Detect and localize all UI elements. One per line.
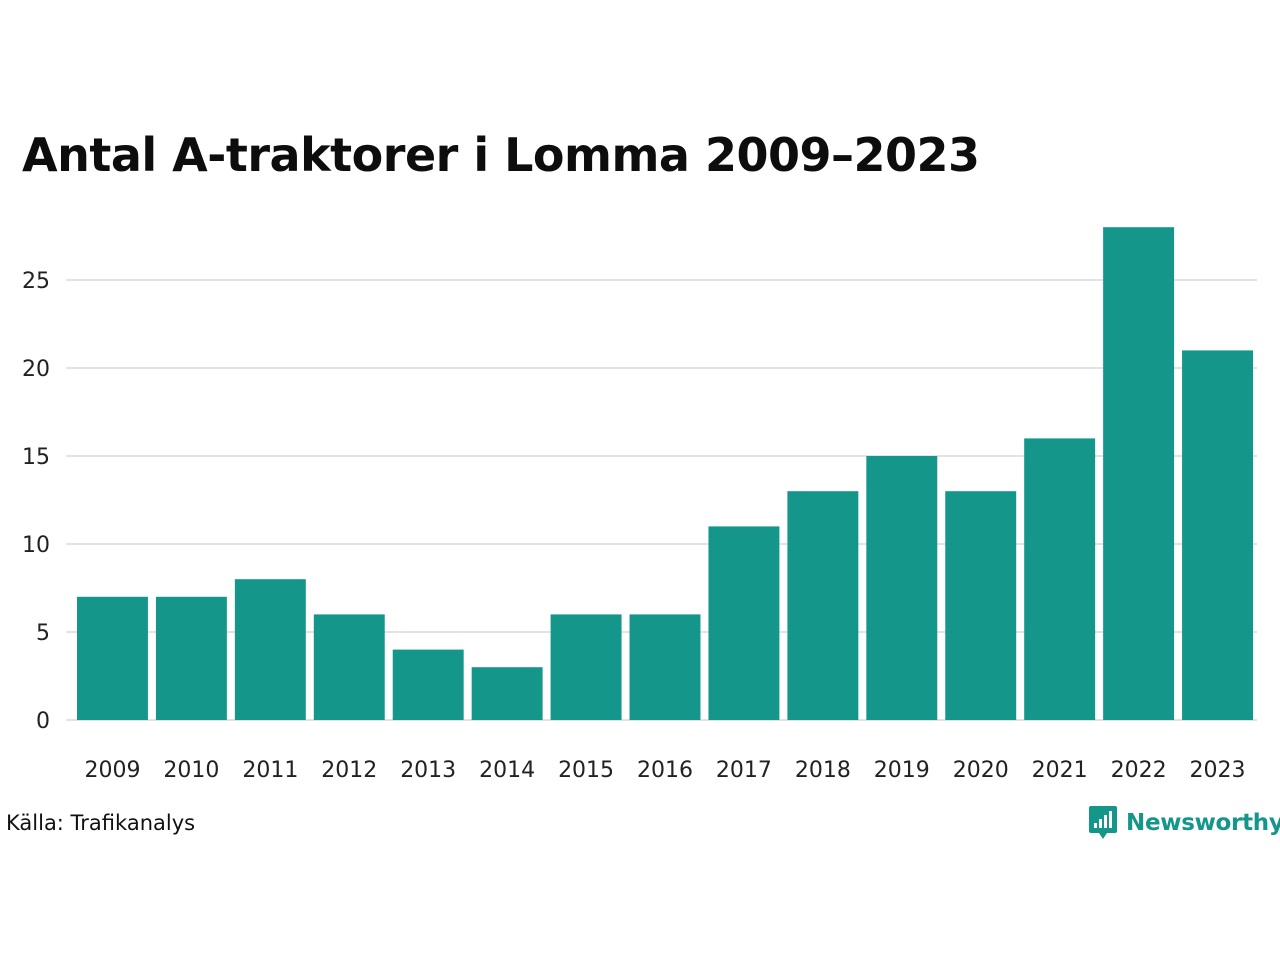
bar-2009 [77, 596, 148, 720]
y-axis: 0 5 10 15 20 25 [22, 269, 50, 734]
x-tick-label: 2018 [795, 758, 851, 783]
x-tick-label: 2010 [163, 758, 219, 783]
bar-2011 [234, 579, 306, 720]
bar-2023 [1182, 350, 1253, 720]
x-tick-label: 2019 [874, 758, 930, 783]
newsworthy-logo: Newsworthy [1088, 805, 1280, 841]
bar-2020 [945, 491, 1017, 720]
bar-2017 [708, 526, 780, 720]
bar-2012 [313, 614, 385, 720]
y-tick-label: 25 [22, 269, 50, 294]
x-tick-label: 2023 [1190, 758, 1246, 783]
x-tick-label: 2009 [84, 758, 140, 783]
bar-2021 [1024, 438, 1096, 720]
bar-2010 [155, 596, 227, 720]
x-tick-label: 2021 [1032, 758, 1088, 783]
newsworthy-logo-icon [1089, 806, 1117, 839]
y-tick-label: 0 [36, 709, 50, 734]
x-tick-label: 2015 [558, 758, 614, 783]
y-tick-label: 10 [22, 533, 50, 558]
bar-2015 [550, 614, 622, 720]
y-tick-label: 5 [36, 621, 50, 646]
bar-2014 [471, 667, 543, 720]
bars [77, 227, 1253, 720]
x-tick-label: 2017 [716, 758, 772, 783]
x-tick-label: 2014 [479, 758, 535, 783]
x-axis: 2009 2010 2011 2012 2013 2014 2015 2016 2017 2018… [84, 758, 1245, 783]
x-tick-label: 2012 [321, 758, 377, 783]
y-tick-label: 20 [22, 357, 50, 382]
x-tick-label: 2011 [242, 758, 298, 783]
x-tick-label: 2022 [1111, 758, 1167, 783]
bar-2016 [629, 614, 701, 720]
x-tick-label: 2020 [953, 758, 1009, 783]
x-tick-label: 2016 [637, 758, 693, 783]
bar-2022 [1103, 227, 1175, 720]
newsworthy-logo-text: Newsworthy [1126, 810, 1280, 836]
bar-2018 [787, 491, 859, 720]
x-tick-label: 2013 [400, 758, 456, 783]
y-tick-label: 15 [22, 445, 50, 470]
chart-title: Antal A-traktorer i Lomma 2009–2023 [22, 128, 980, 182]
source-caption: Källa: Trafikanalys [6, 811, 196, 835]
bar-2019 [866, 456, 938, 720]
bar-2013 [392, 649, 464, 720]
